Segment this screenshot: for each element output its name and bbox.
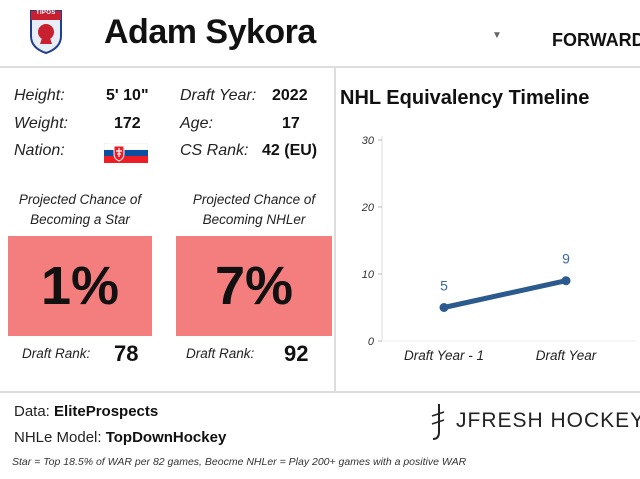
nhle-timeline-chart: 0 10 20 30 Draft Year - 1 Draft Year 5 9 xyxy=(361,135,636,363)
footer-divider xyxy=(0,391,640,393)
weight-value: 172 xyxy=(114,115,141,132)
section-divider xyxy=(334,68,336,392)
star-probability-box: 1% xyxy=(8,236,152,336)
y-tick-label: 0 xyxy=(368,336,375,348)
data-label: 5 xyxy=(440,278,448,294)
x-tick-label: Draft Year - 1 xyxy=(404,348,484,363)
height-label: Height: xyxy=(14,87,65,104)
nhle-model: NHLe Model: TopDownHockey xyxy=(14,428,226,448)
nhler-projection-title-line2: Becoming NHLer xyxy=(202,212,306,227)
chart-title: NHL Equivalency Timeline xyxy=(340,87,590,109)
position-label: FORWARD xyxy=(552,30,640,50)
nhler-probability-value: 7% xyxy=(214,256,294,316)
data-source: Data: EliteProspects xyxy=(14,402,158,422)
star-projection-title-line1: Projected Chance of xyxy=(18,192,142,207)
jfresh-logo-icon xyxy=(426,402,448,442)
star-probability-value: 1% xyxy=(40,256,120,316)
nhler-draft-rank-label: Draft Rank: xyxy=(186,346,255,361)
brand-text: JFRESH HOCKEY xyxy=(456,409,640,432)
nation-label: Nation: xyxy=(14,142,65,159)
data-source-label: Data: xyxy=(14,403,50,420)
weight-label: Weight: xyxy=(14,115,68,132)
star-draft-rank-value: 78 xyxy=(114,341,139,366)
height-value: 5' 10" xyxy=(106,87,149,104)
data-point xyxy=(439,303,449,312)
x-tick-label: Draft Year xyxy=(536,348,597,363)
star-draft-rank-label: Draft Rank: xyxy=(22,346,91,361)
series-line xyxy=(441,278,569,310)
nhle-model-label: NHLe Model: xyxy=(14,429,102,446)
nhler-projection-title: Projected Chance of Becoming NHLer xyxy=(176,190,332,230)
caret-down-icon[interactable]: ▼ xyxy=(492,30,502,41)
nhler-projection-title-line1: Projected Chance of xyxy=(192,192,316,207)
data-point xyxy=(561,276,571,286)
slovakia-flag-icon xyxy=(103,142,149,163)
y-tick-label: 10 xyxy=(362,269,375,281)
star-projection-title-line2: Becoming a Star xyxy=(30,212,130,227)
nhler-draft-rank-value: 92 xyxy=(284,341,309,366)
logo-text: TIPOS xyxy=(36,10,56,16)
draft-year-label: Draft Year: xyxy=(180,87,257,104)
data-label: 9 xyxy=(562,251,570,267)
cs-rank-label: CS Rank: xyxy=(180,142,249,159)
age-value: 17 xyxy=(282,115,300,132)
tipos-shield-icon xyxy=(30,10,62,55)
team-logo: TIPOS xyxy=(28,8,64,55)
star-projection-title: Projected Chance of Becoming a Star xyxy=(8,190,152,230)
draft-year-value: 2022 xyxy=(272,87,308,104)
header-divider xyxy=(0,66,640,68)
nhle-model-value: TopDownHockey xyxy=(105,429,227,446)
nhler-probability-box: 7% xyxy=(176,236,332,336)
data-source-value: EliteProspects xyxy=(54,403,159,420)
y-tick-label: 20 xyxy=(361,202,375,214)
cs-rank-value: 42 (EU) xyxy=(262,142,318,159)
footnote: Star = Top 18.5% of WAR per 82 games, Be… xyxy=(12,456,467,468)
y-tick-label: 30 xyxy=(362,135,375,147)
age-label: Age: xyxy=(180,115,213,132)
player-name: Adam Sykora xyxy=(104,13,316,51)
